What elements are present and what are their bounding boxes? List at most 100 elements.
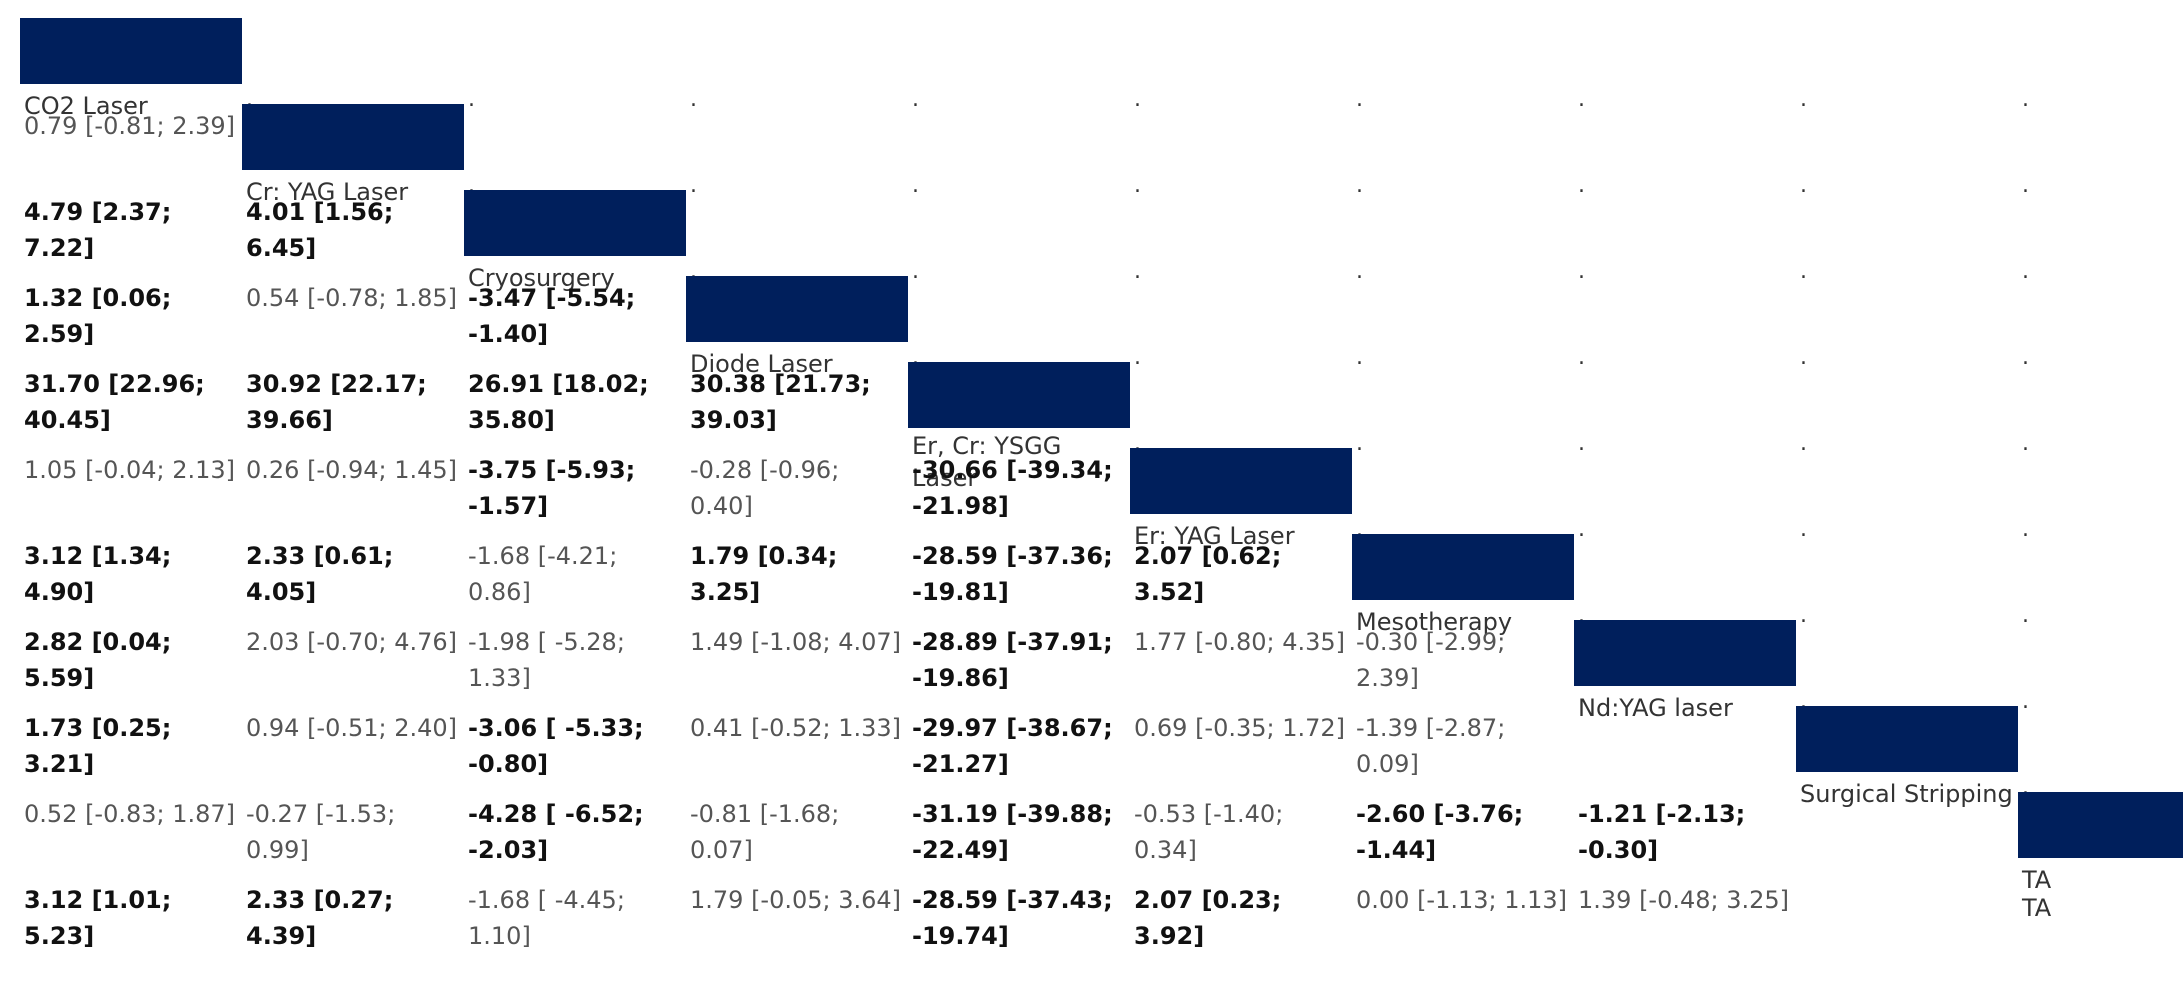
comparison-cell: 3.12 [1.34; 4.90] [20, 534, 242, 620]
upper-cell: . [1574, 448, 1796, 542]
diagonal-cell: Nd:YAG laser [1574, 620, 1796, 722]
effect-estimate: -0.28 [-0.96; 0.40] [690, 456, 840, 520]
upper-cell: . [686, 18, 908, 111]
comparison-cell: 0.79 [-0.81; 2.39] [20, 104, 242, 190]
comparison-cell: 2.07 [0.62; 3.52] [1130, 534, 1352, 620]
upper-marker: . [912, 345, 919, 370]
upper-cell: . [242, 18, 464, 112]
effect-estimate: 3.12 [1.01; 5.23] [24, 886, 172, 950]
upper-cell: . [1796, 190, 2018, 283]
effect-estimate: -2.60 [-3.76; -1.44] [1356, 800, 1524, 864]
effect-estimate: 0.41 [-0.52; 1.33] [690, 714, 902, 742]
treatment-label: Mesotherapy [1356, 608, 1513, 636]
upper-marker: . [2022, 431, 2029, 456]
effect-estimate: -1.68 [-4.21; 0.86] [468, 542, 618, 606]
comparison-cell: -4.28 [ -6.52; -2.03] [464, 792, 686, 878]
diagonal-block [464, 190, 686, 256]
comparison-cell: -3.06 [ -5.33; -0.80] [464, 706, 686, 792]
comparison-cell: -31.19 [-39.88; -22.49] [908, 792, 1130, 878]
comparison-cell: 0.00 [-1.13; 1.13] [1352, 878, 1574, 964]
diagonal-block [2018, 792, 2183, 858]
upper-marker: . [1134, 345, 1141, 370]
comparison-cell: 2.07 [0.23; 3.92] [1130, 878, 1352, 964]
comparison-cell: -1.98 [ -5.28; 1.33] [464, 620, 686, 706]
upper-marker: . [1578, 517, 1585, 542]
diagonal-cell: Er, Cr: YSGG Laser [908, 362, 1130, 492]
upper-marker: . [468, 87, 475, 112]
treatment-label: CO2 Laser [24, 92, 148, 120]
upper-marker: . [2022, 87, 2029, 112]
treatment-label: Nd:YAG laser [1578, 694, 1733, 722]
comparison-cell: 1.77 [-0.80; 4.35] [1130, 620, 1352, 706]
upper-cell: . [1796, 276, 2018, 369]
effect-estimate: 1.77 [-0.80; 4.35] [1134, 628, 1346, 656]
comparison-cell: -1.68 [-4.21; 0.86] [464, 534, 686, 620]
upper-cell: . [1352, 362, 1574, 455]
upper-marker: . [1800, 517, 1807, 542]
upper-cell: . [2018, 190, 2183, 284]
upper-cell: . [1352, 276, 1574, 370]
comparison-cell: 1.05 [-0.04; 2.13] [20, 448, 242, 534]
upper-marker: . [468, 173, 475, 198]
comparison-cell: 2.82 [0.04; 5.59] [20, 620, 242, 706]
treatment-label: Er: YAG Laser [1134, 522, 1295, 550]
effect-estimate: -0.81 [-1.68; 0.07] [690, 800, 840, 864]
diagonal-cell: Surgical Stripping [1796, 706, 2018, 808]
upper-cell: . [2018, 104, 2183, 197]
diagonal-cell: Cryosurgery [464, 190, 686, 292]
upper-marker: . [1356, 87, 1363, 112]
comparison-cell: 1.73 [0.25; 3.21] [20, 706, 242, 792]
upper-cell: . [2018, 706, 2183, 799]
effect-estimate: 30.38 [21.73; 39.03] [690, 370, 871, 434]
effect-estimate: 2.07 [0.23; 3.92] [1134, 886, 1282, 950]
upper-cell: . [2018, 448, 2183, 542]
league-table: CO2 Laser......... 0.79 [-0.81; 2.39] Cr: … [20, 18, 2183, 964]
effect-estimate: 0.52 [-0.83; 1.87] [24, 800, 236, 828]
effect-estimate: 2.33 [0.61; 4.05] [246, 542, 394, 606]
comparison-cell: 0.94 [-0.51; 2.40] [242, 706, 464, 792]
effect-estimate: -31.19 [-39.88; -22.49] [912, 800, 1113, 864]
effect-estimate: 1.32 [0.06; 2.59] [24, 284, 172, 348]
upper-marker: . [246, 87, 253, 112]
upper-cell: . [1130, 190, 1352, 284]
upper-marker: . [2022, 259, 2029, 284]
effect-estimate: 2.03 [-0.70; 4.76] [246, 628, 458, 656]
effect-estimate: 1.39 [-0.48; 3.25] [1578, 886, 1790, 914]
treatment-label: Surgical Stripping [1800, 780, 2013, 808]
upper-cell: . [2018, 18, 2183, 112]
diagonal-block [1352, 534, 1574, 600]
upper-cell: . [908, 190, 1130, 283]
effect-estimate: 1.73 [0.25; 3.21] [24, 714, 172, 778]
diagonal-cell: CO2 Laser [20, 18, 242, 120]
upper-marker: . [1800, 431, 1807, 456]
treatment-label: TA [2022, 894, 2052, 922]
effect-estimate: 0.00 [-1.13; 1.13] [1356, 886, 1568, 914]
upper-marker: . [1356, 345, 1363, 370]
effect-estimate: -28.59 [-37.36; -19.81] [912, 542, 1113, 606]
treatment-label: Cr: YAG Laser [246, 178, 409, 206]
upper-cell: . [1796, 104, 2018, 197]
upper-marker: . [1134, 259, 1141, 284]
comparison-cell: -3.47 [-5.54; -1.40] [464, 276, 686, 362]
comparison-cell: -28.59 [-37.43; -19.74] [908, 878, 1130, 964]
comparison-cell: 0.26 [-0.94; 1.45] [242, 448, 464, 534]
upper-marker: . [2022, 517, 2029, 542]
upper-marker: . [1800, 689, 1807, 714]
comparison-cell: 1.49 [-1.08; 4.07] [686, 620, 908, 706]
upper-cell: . [1574, 534, 1796, 627]
upper-cell: . [464, 104, 686, 198]
upper-cell: . [686, 104, 908, 197]
upper-cell: . [1574, 104, 1796, 197]
effect-estimate: 0.79 [-0.81; 2.39] [24, 112, 236, 140]
upper-cell: . [1796, 362, 2018, 456]
comparison-cell: -0.30 [-2.99; 2.39] [1352, 620, 1574, 706]
upper-cell: . [1574, 18, 1796, 111]
upper-cell: . [908, 18, 1130, 111]
comparison-cell: -0.28 [-0.96; 0.40] [686, 448, 908, 534]
upper-cell: . [1352, 18, 1574, 112]
upper-cell: . [1796, 18, 2018, 111]
effect-estimate: 0.26 [-0.94; 1.45] [246, 456, 458, 484]
effect-estimate: 0.94 [-0.51; 2.40] [246, 714, 458, 742]
effect-estimate: 3.12 [1.34; 4.90] [24, 542, 172, 606]
effect-estimate: 1.05 [-0.04; 2.13] [24, 456, 236, 484]
